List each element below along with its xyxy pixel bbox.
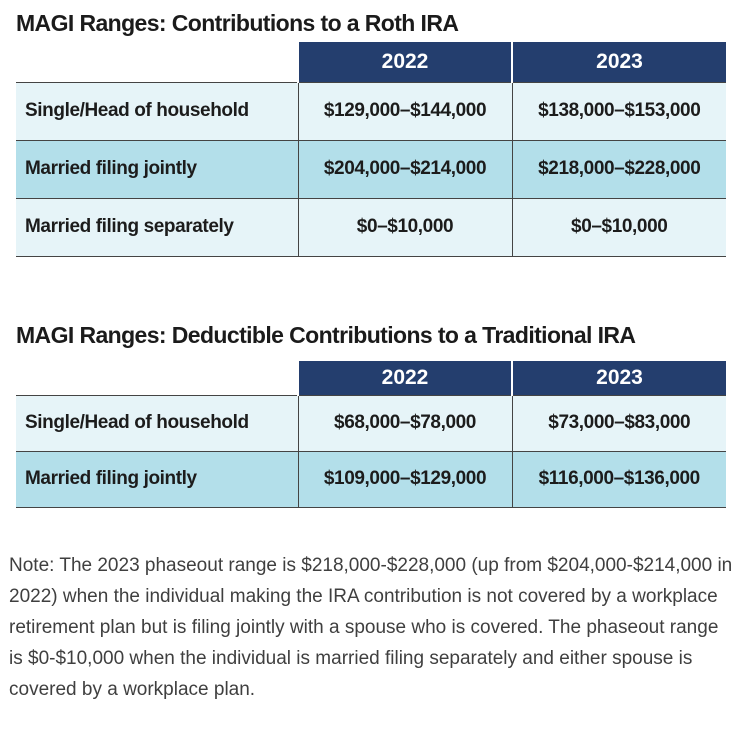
roth-ira-magi-table: 2022 2023 Single/Head of household $129,… bbox=[16, 42, 726, 257]
table-row: Single/Head of household $129,000–$144,0… bbox=[16, 81, 726, 140]
range-2023: $116,000–$136,000 bbox=[511, 450, 726, 508]
table-row: Married filing jointly $204,000–$214,000… bbox=[16, 139, 726, 198]
phaseout-note: Note: The 2023 phaseout range is $218,00… bbox=[9, 555, 733, 700]
table-row: Married filing jointly $109,000–$129,000… bbox=[16, 450, 726, 508]
range-2022: $204,000–$214,000 bbox=[297, 139, 512, 198]
range-2023: $138,000–$153,000 bbox=[511, 81, 726, 140]
header-year-2023: 2023 bbox=[511, 361, 726, 395]
range-2022: $129,000–$144,000 bbox=[297, 81, 512, 140]
row-label: Single/Head of household bbox=[16, 394, 298, 451]
header-year-2022: 2022 bbox=[297, 361, 512, 395]
range-2022: $109,000–$129,000 bbox=[297, 450, 512, 508]
table-header-row: 2022 2023 bbox=[16, 42, 726, 82]
row-label: Single/Head of household bbox=[16, 81, 298, 140]
traditional-ira-magi-table: 2022 2023 Single/Head of household $68,0… bbox=[16, 361, 726, 508]
header-blank-cell bbox=[16, 361, 298, 395]
range-2023: $218,000–$228,000 bbox=[511, 139, 726, 198]
header-year-2022: 2022 bbox=[297, 42, 512, 82]
range-2022: $0–$10,000 bbox=[297, 197, 512, 257]
row-label: Married filing separately bbox=[16, 197, 298, 257]
row-label: Married filing jointly bbox=[16, 139, 298, 198]
range-2022: $68,000–$78,000 bbox=[297, 394, 512, 451]
traditional-ira-table-title: MAGI Ranges: Deductible Contributions to… bbox=[16, 322, 636, 348]
table-row: Married filing separately $0–$10,000 $0–… bbox=[16, 197, 726, 257]
table-row: Single/Head of household $68,000–$78,000… bbox=[16, 394, 726, 451]
roth-ira-table-title: MAGI Ranges: Contributions to a Roth IRA bbox=[16, 10, 459, 36]
header-blank-cell bbox=[16, 42, 298, 82]
table-header-row: 2022 2023 bbox=[16, 361, 726, 395]
row-label: Married filing jointly bbox=[16, 450, 298, 508]
header-year-2023: 2023 bbox=[511, 42, 726, 82]
range-2023: $73,000–$83,000 bbox=[511, 394, 726, 451]
range-2023: $0–$10,000 bbox=[511, 197, 726, 257]
